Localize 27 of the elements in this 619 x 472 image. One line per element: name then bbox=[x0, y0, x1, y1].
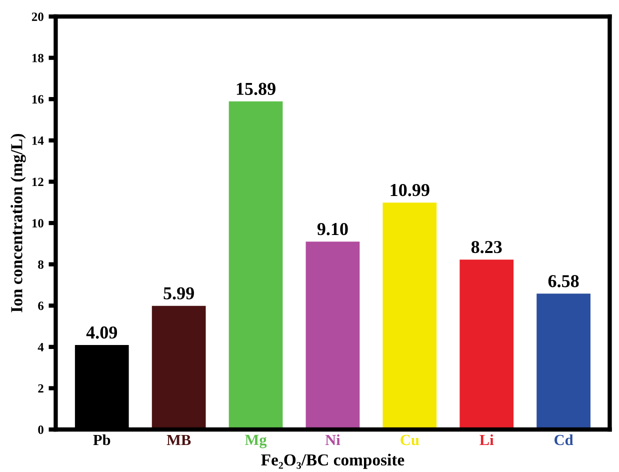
x-tick-label: Cd bbox=[554, 434, 574, 446]
x-tick-label: MB bbox=[166, 434, 191, 446]
x-tick-label: Pb bbox=[93, 434, 110, 446]
x-tick-label: Ni bbox=[325, 434, 340, 445]
y-tick-label: 16 bbox=[32, 95, 44, 104]
y-tick-label: 6 bbox=[38, 302, 44, 310]
x-tick-label: Mg bbox=[245, 434, 267, 448]
x-tick-label: Li bbox=[480, 434, 494, 445]
data-label: 5.99 bbox=[164, 287, 194, 300]
data-label: 8.23 bbox=[471, 240, 502, 254]
y-tick-label: 4 bbox=[38, 343, 44, 352]
x-axis-title: Fe₂O₃/BC composite bbox=[261, 454, 404, 469]
y-axis-title: Ion concentration (mg/L) bbox=[10, 134, 26, 312]
y-tick-label: 8 bbox=[38, 260, 44, 269]
y-tick-label: 20 bbox=[32, 12, 44, 21]
data-label: 15.89 bbox=[236, 82, 276, 96]
y-tick-label: 10 bbox=[32, 219, 44, 228]
data-label: 9.10 bbox=[317, 222, 348, 236]
x-tick-label: Cu bbox=[400, 434, 420, 446]
data-label: 10.99 bbox=[390, 184, 430, 196]
y-tick-label: 2 bbox=[38, 384, 44, 393]
y-tick-label: 0 bbox=[38, 426, 44, 434]
data-label: 4.09 bbox=[86, 326, 118, 339]
y-tick-label: 14 bbox=[32, 136, 44, 145]
y-tick-label: 18 bbox=[32, 54, 44, 62]
data-label: 6.58 bbox=[548, 275, 579, 288]
y-tick-label: 12 bbox=[32, 178, 44, 186]
